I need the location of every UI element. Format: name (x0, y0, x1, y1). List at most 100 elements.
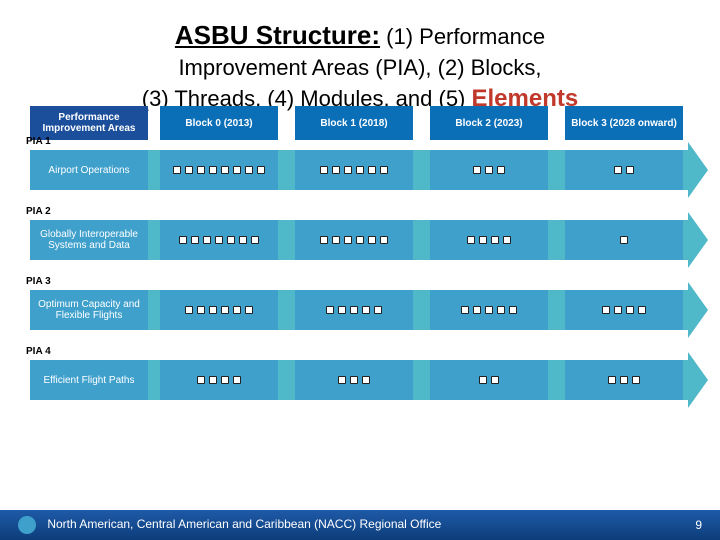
footer-bar: North American, Central American and Car… (0, 510, 720, 540)
module-icon (356, 236, 364, 244)
row-tag: PIA 4 (26, 346, 51, 357)
module-icon (467, 236, 475, 244)
row-tag: PIA 1 (26, 136, 51, 147)
column-header-block-3: Block 3 (2028 onward) (565, 106, 683, 140)
module-cell (295, 290, 413, 330)
module-icon (344, 236, 352, 244)
module-icon (491, 376, 499, 384)
module-icon (173, 166, 181, 174)
module-icon (626, 306, 634, 314)
module-cell (430, 150, 548, 190)
module-icon (239, 236, 247, 244)
module-icon (245, 166, 253, 174)
module-icon (356, 166, 364, 174)
module-icon (221, 166, 229, 174)
module-icon (251, 236, 259, 244)
module-icon (362, 376, 370, 384)
module-icon (362, 306, 370, 314)
module-icon (491, 236, 499, 244)
module-icon (227, 236, 235, 244)
module-icon (221, 376, 229, 384)
module-icon (326, 306, 334, 314)
module-icon (620, 376, 628, 384)
module-cell (430, 290, 548, 330)
module-icon (332, 236, 340, 244)
module-icon (503, 236, 511, 244)
column-header-pia: Performance Improvement Areas (30, 106, 148, 140)
module-icon (626, 166, 634, 174)
column-header-block-1: Block 1 (2018) (295, 106, 413, 140)
module-icon (497, 166, 505, 174)
title-lead: ASBU Structure: (175, 20, 380, 50)
module-icon (473, 166, 481, 174)
module-icon (209, 306, 217, 314)
module-icon (215, 236, 223, 244)
pia-row-head: Globally Interoperable Systems and Data (30, 220, 148, 260)
module-icon (380, 236, 388, 244)
module-icon (344, 166, 352, 174)
module-cell (565, 220, 683, 260)
module-icon (374, 306, 382, 314)
module-icon (221, 306, 229, 314)
icao-logo-icon (18, 516, 36, 534)
slide-title: ASBU Structure: (1) Performance Improvem… (0, 0, 720, 123)
module-icon (233, 306, 241, 314)
module-icon (620, 236, 628, 244)
module-icon (497, 306, 505, 314)
module-cell (160, 290, 278, 330)
module-icon (485, 166, 493, 174)
module-icon (233, 376, 241, 384)
pia-row-head: Airport Operations (30, 150, 148, 190)
module-cell (565, 290, 683, 330)
module-icon (350, 376, 358, 384)
module-cell (160, 150, 278, 190)
footer-left: North American, Central American and Car… (18, 516, 441, 534)
module-icon (614, 306, 622, 314)
module-icon (332, 166, 340, 174)
module-icon (338, 306, 346, 314)
module-icon (638, 306, 646, 314)
column-header-block-0: Block 0 (2013) (160, 106, 278, 140)
module-icon (320, 236, 328, 244)
module-cell (295, 360, 413, 400)
module-icon (179, 236, 187, 244)
module-icon (197, 376, 205, 384)
module-icon (608, 376, 616, 384)
row-tag: PIA 3 (26, 276, 51, 287)
module-cell (565, 150, 683, 190)
page-number: 9 (695, 518, 702, 532)
pia-row-head: Optimum Capacity and Flexible Flights (30, 290, 148, 330)
module-icon (473, 306, 481, 314)
asbu-structure-diagram: Performance Improvement AreasBlock 0 (20… (30, 150, 690, 480)
pia-row-head: Efficient Flight Paths (30, 360, 148, 400)
column-header-block-2: Block 2 (2023) (430, 106, 548, 140)
title-rest1: (1) Performance (380, 24, 545, 49)
module-icon (350, 306, 358, 314)
module-cell (565, 360, 683, 400)
module-cell (295, 150, 413, 190)
module-icon (479, 376, 487, 384)
module-icon (257, 166, 265, 174)
module-icon (479, 236, 487, 244)
module-icon (632, 376, 640, 384)
module-icon (245, 306, 253, 314)
module-icon (380, 166, 388, 174)
module-cell (160, 360, 278, 400)
module-icon (368, 236, 376, 244)
module-cell (295, 220, 413, 260)
module-icon (368, 166, 376, 174)
module-icon (197, 166, 205, 174)
module-cell (430, 220, 548, 260)
module-icon (209, 376, 217, 384)
module-cell (430, 360, 548, 400)
module-icon (185, 306, 193, 314)
module-icon (197, 306, 205, 314)
title-line2: Improvement Areas (PIA), (2) Blocks, (178, 55, 541, 80)
module-cell (160, 220, 278, 260)
module-icon (191, 236, 199, 244)
module-icon (602, 306, 610, 314)
module-icon (614, 166, 622, 174)
module-icon (209, 166, 217, 174)
module-icon (203, 236, 211, 244)
module-icon (485, 306, 493, 314)
